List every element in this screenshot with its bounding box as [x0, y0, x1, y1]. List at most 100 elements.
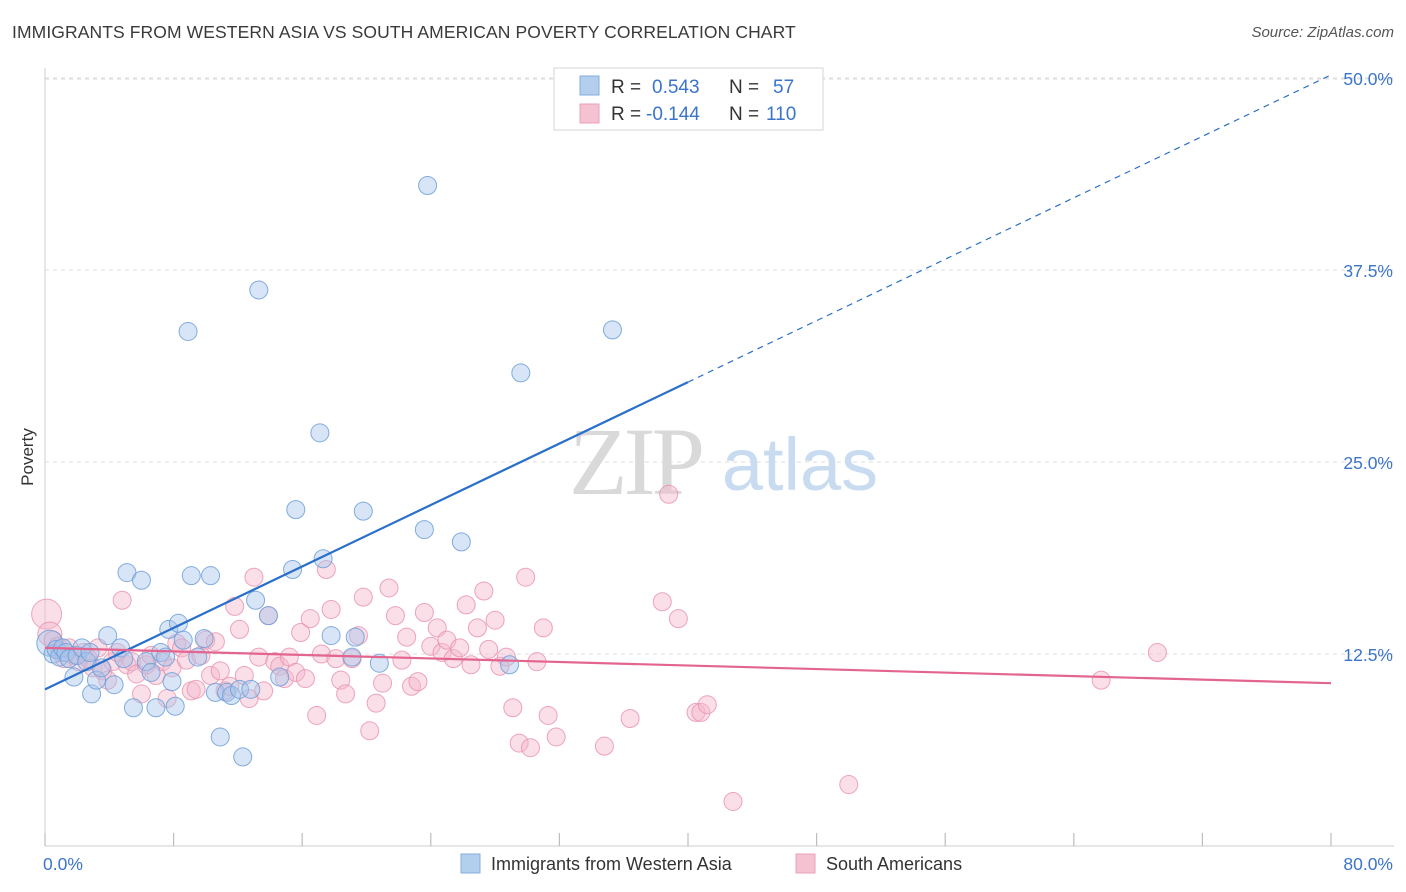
- bottom-legend-swatch-blue: [460, 853, 481, 874]
- blue-point: [194, 629, 214, 649]
- blue-point: [258, 606, 278, 626]
- trendlines: [44, 74, 1332, 691]
- blue-point: [205, 682, 225, 702]
- blue-point: [414, 520, 434, 540]
- pink-point: [186, 679, 206, 699]
- pink-point: [291, 622, 311, 642]
- western-asia-points: [36, 176, 622, 767]
- pink-point: [348, 626, 368, 646]
- pink-point: [295, 669, 315, 689]
- legend-n-label-2: N =: [729, 104, 759, 125]
- blue-point: [141, 662, 161, 682]
- south-americans-points: [31, 484, 1167, 811]
- blue-point: [80, 642, 100, 662]
- blue-point: [451, 532, 471, 552]
- blue-point: [146, 698, 166, 718]
- pink-point: [652, 592, 672, 612]
- pink-point: [230, 619, 250, 639]
- legend-n-value-2: 110: [766, 104, 796, 125]
- pink-point: [286, 662, 306, 682]
- blue-point: [353, 501, 373, 521]
- pink-point: [474, 581, 494, 601]
- pink-point: [485, 610, 505, 630]
- pink-point: [316, 560, 336, 580]
- pink-point: [450, 638, 470, 658]
- pink-point: [697, 695, 717, 715]
- pink-point: [392, 650, 412, 670]
- correlation-legend: R = 0.543 N = 57 R = -0.144 N = 110: [553, 67, 824, 131]
- y-tick-label-0: 12.5%: [1343, 645, 1393, 665]
- watermark-zip: ZIP: [569, 408, 702, 515]
- bottom-legend-swatch-pink: [795, 853, 816, 874]
- pink-point: [379, 578, 399, 598]
- pink-point: [321, 599, 341, 619]
- legend-r-value-1: 0.543: [652, 77, 700, 98]
- pink-point: [509, 733, 529, 753]
- pink-point: [533, 618, 553, 638]
- blue-point: [86, 670, 106, 690]
- blue-point: [98, 626, 118, 646]
- blue-point: [173, 630, 193, 650]
- y-tick-label-1: 25.0%: [1343, 453, 1393, 473]
- legend-swatch-blue: [579, 75, 600, 96]
- legend-n-label-1: N =: [729, 77, 759, 98]
- blue-point: [210, 727, 230, 747]
- pink-point: [210, 661, 230, 681]
- blue-point: [64, 667, 84, 687]
- pink-point: [373, 673, 393, 693]
- pink-point: [668, 609, 688, 629]
- blue-point: [418, 176, 438, 196]
- pink-point: [659, 484, 679, 504]
- series-legend: Immigrants from Western Asia South Ameri…: [460, 853, 962, 874]
- legend-r-label-2: R =: [611, 104, 641, 125]
- blue-point: [178, 321, 198, 341]
- pink-point: [620, 709, 640, 729]
- pink-point: [397, 627, 417, 647]
- gridlines: [45, 77, 1394, 655]
- watermark-atlas: atlas: [722, 423, 878, 506]
- watermark: ZIP atlas: [569, 408, 878, 515]
- pink-point: [520, 738, 540, 758]
- pink-point: [516, 567, 536, 587]
- blue-point: [233, 747, 253, 767]
- blue-point: [131, 570, 151, 590]
- blue-point: [181, 566, 201, 586]
- y-tick-label-3: 50.0%: [1343, 69, 1393, 89]
- pink-point: [479, 639, 499, 659]
- pink-point: [490, 656, 510, 676]
- blue-point: [162, 672, 182, 692]
- pink-point: [366, 693, 386, 713]
- blue-point: [165, 696, 185, 716]
- blue-point: [249, 280, 269, 300]
- blue-point: [201, 566, 221, 586]
- y-tick-label-2: 37.5%: [1343, 261, 1393, 281]
- legend-r-value-2: -0.144: [646, 104, 700, 125]
- pink-point: [225, 596, 245, 616]
- blue-point: [270, 667, 290, 687]
- pink-point: [336, 684, 356, 704]
- blue-point: [369, 653, 389, 673]
- pink-point: [538, 705, 558, 725]
- pink-point: [300, 609, 320, 629]
- blue-point: [123, 698, 143, 718]
- x-tick-label-0: 0.0%: [43, 854, 83, 874]
- pink-point: [503, 698, 523, 718]
- pink-point: [594, 736, 614, 756]
- legend-r-label-1: R =: [611, 77, 641, 98]
- blue-point: [286, 500, 306, 520]
- y-axis-title: Poverty: [18, 428, 37, 486]
- tick-labels: 12.5% 25.0% 37.5% 50.0% 0.0% 80.0%: [43, 69, 1393, 874]
- blue-point: [246, 590, 266, 610]
- blue-point: [241, 679, 261, 699]
- western-asia-trendline-extension: [687, 74, 1332, 383]
- pink-point: [311, 644, 331, 664]
- pink-point: [408, 672, 428, 692]
- south-americans-trendline: [44, 646, 1332, 685]
- pink-point: [244, 567, 264, 587]
- pink-point: [546, 727, 566, 747]
- pink-point: [691, 702, 711, 722]
- blue-point: [511, 363, 531, 383]
- pink-point: [686, 702, 706, 722]
- blue-point: [188, 647, 208, 667]
